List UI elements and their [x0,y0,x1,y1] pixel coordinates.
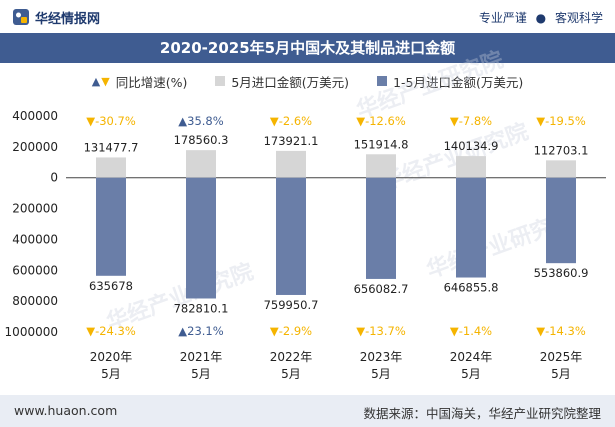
may-growth-label: ▼-12.6% [356,114,406,128]
legend-may-swatch [215,76,226,86]
may-bar [366,154,396,178]
may-value-label: 112703.1 [534,143,589,157]
y-tick-label: 600000 [12,263,58,277]
y-tick-label: 200000 [12,140,58,154]
may-bar [96,157,126,178]
x-category-label: 5月 [551,367,571,381]
down-triangle-icon: ▼ [101,74,110,88]
cumulative-bar [366,177,396,279]
y-tick-label: 400000 [12,232,58,246]
watermark-text: 华经产业研究院 [353,47,507,124]
x-category-label: 2021年 [180,350,223,364]
cumulative-value-label: 553860.9 [534,266,589,280]
may-growth-label: ▼-7.8% [450,114,492,128]
cumulative-growth-label: ▲23.1% [178,324,223,338]
cumulative-value-label: 656082.7 [354,282,409,296]
cumulative-value-label: 759950.7 [264,298,319,312]
cumulative-growth-label: ▼-24.3% [86,324,136,338]
may-growth-label: ▲35.8% [178,114,223,128]
brand-logo-icon [13,9,29,25]
footer-source: 数据来源：中国海关，华经产业研究院整理 [363,406,601,421]
legend-cumulative: 1-5月进口金额(万美元) [377,72,523,91]
x-category-label: 5月 [371,367,391,381]
chart-title: 2020-2025年5月中国木及其制品进口金额 [0,33,615,63]
may-bar [186,150,216,178]
legend-growth: ▲ ▼ 同比增速(%) [92,72,188,91]
cumulative-bar [186,177,216,299]
may-bar [456,156,486,178]
x-category-label: 2024年 [450,350,493,364]
legend-cumulative-swatch [377,76,388,86]
cumulative-bar [276,177,306,295]
may-growth-label: ▼-19.5% [536,114,586,128]
footer-site[interactable]: www.huaon.com [14,403,118,418]
x-category-label: 2023年 [360,350,403,364]
x-category-label: 5月 [281,367,301,381]
cumulative-growth-label: ▼-13.7% [356,324,406,338]
x-category-label: 5月 [461,367,481,381]
cumulative-value-label: 782810.1 [174,301,229,315]
x-category-label: 2020年 [90,350,133,364]
legend-cumulative-label: 1-5月进口金额(万美元) [393,74,524,90]
footer: www.huaon.com 数据来源：中国海关，华经产业研究院整理 [0,395,615,427]
may-bar [546,160,576,178]
legend: ▲ ▼ 同比增速(%) 5月进口金额(万美元) 1-5月进口金额(万美元) [0,71,615,91]
x-category-label: 5月 [101,367,121,381]
may-bar [276,150,306,178]
y-tick-label: 800000 [12,294,58,308]
x-category-label: 2022年 [270,350,313,364]
cumulative-growth-label: ▼-2.9% [270,324,312,338]
up-triangle-icon: ▲ [91,74,101,88]
may-value-label: 140134.9 [444,139,499,153]
header-tags: 专业严谨 ● 客观科学 [479,9,603,26]
may-value-label: 173921.1 [264,134,319,148]
brand[interactable]: 华经情报网 [12,7,100,27]
may-value-label: 178560.3 [174,133,229,147]
cumulative-bar [96,177,126,276]
top-bar: 华经情报网 专业严谨 ● 客观科学 [0,0,615,33]
y-tick-label: 1000000 [5,325,58,339]
cumulative-growth-label: ▼-1.4% [450,324,492,338]
cumulative-bar [546,177,576,264]
may-value-label: 131477.7 [84,140,139,154]
y-tick-label: 0 [50,171,58,185]
may-growth-label: ▼-30.7% [86,114,136,128]
legend-growth-label: 同比增速(%) [115,74,188,90]
tag-professional: 专业严谨 [478,11,527,25]
y-tick-label: 400000 [12,109,58,123]
cumulative-growth-label: ▼-14.3% [536,324,586,338]
y-tick-label: 200000 [12,202,58,216]
cumulative-bar [456,177,486,278]
watermark-text: 华经产业研究院 [378,119,532,196]
may-value-label: 151914.8 [354,137,409,151]
legend-may-label: 5月进口金额(万美元) [231,74,350,90]
legend-may: 5月进口金额(万美元) [215,72,349,91]
x-category-label: 5月 [191,367,211,381]
may-growth-label: ▼-2.6% [270,114,312,128]
cumulative-value-label: 646855.8 [444,281,499,295]
cumulative-value-label: 635678 [89,279,133,293]
brand-name: 华经情报网 [35,11,101,27]
tag-objective: 客观科学 [554,11,603,25]
tag-separator: ● [535,11,547,25]
x-category-label: 2025年 [540,350,583,364]
